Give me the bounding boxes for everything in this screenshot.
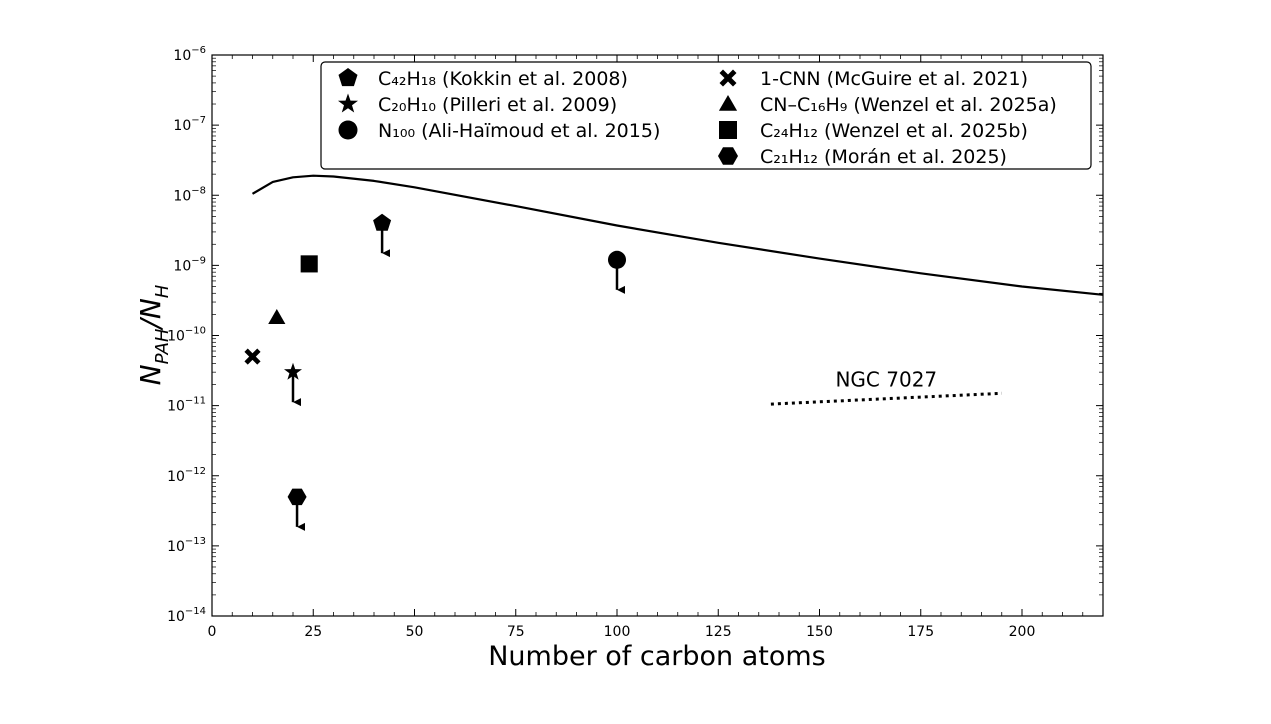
y-tick-label: 10−9: [173, 255, 206, 274]
ngc7027-curve: [770, 391, 1002, 406]
x-tick-label: 50: [406, 624, 424, 640]
legend-marker-star: [338, 93, 358, 113]
model-curve: [251, 174, 1104, 296]
data-points: [244, 213, 627, 531]
legend-label: CN–C₁₆H₉ (Wenzel et al. 2025a): [760, 94, 1057, 116]
legend-marker-pentagon: [338, 68, 358, 87]
legend-marker-square: [719, 121, 737, 139]
legend-label: C₂₄H₁₂ (Wenzel et al. 2025b): [760, 120, 1028, 142]
curves: NGC 7027: [251, 174, 1104, 406]
triangle-point: [268, 309, 286, 324]
x-tick-label: 125: [705, 624, 732, 640]
circle-point: [607, 250, 627, 269]
hexagon-point: [287, 488, 307, 506]
legend-label: C₂₁H₁₂ (Morán et al. 2025): [760, 146, 1007, 168]
x-axis: 0 25 50 75 100 125 150 175 200: [208, 55, 1084, 640]
y-tick-label: 10−8: [173, 185, 206, 204]
x-tick-label: 150: [806, 624, 833, 640]
x-tick-label: 200: [1009, 624, 1036, 640]
x-point: [244, 348, 261, 365]
x-tick-label: 0: [208, 624, 217, 640]
y-axis-label: NPAH/NH: [134, 284, 173, 385]
legend-label: N₁₀₀ (Ali-Haïmoud et al. 2015): [378, 120, 660, 142]
legend-label: C₂₀H₁₀ (Pilleri et al. 2009): [378, 94, 617, 116]
y-tick-label: 10−13: [167, 536, 206, 555]
x-tick-label: 175: [907, 624, 934, 640]
legend-marker-hexagon: [718, 147, 738, 165]
pentagon-point: [373, 213, 392, 231]
x-tick-label: 100: [604, 624, 631, 640]
x-tick-label: 75: [507, 624, 525, 640]
y-tick-label: 10−6: [173, 45, 206, 64]
square-point: [300, 255, 318, 273]
legend-label: 1-CNN (McGuire et al. 2021): [760, 68, 1028, 90]
legend-marker-triangle: [718, 95, 738, 111]
legend-frame: [320, 61, 1092, 170]
y-tick-label: 10−7: [173, 115, 206, 134]
legend-label: C₄₂H₁₈ (Kokkin et al. 2008): [378, 68, 628, 90]
star-point: [284, 362, 302, 380]
legend-marker-x: [719, 69, 737, 87]
legend: C₄₂H₁₈ (Kokkin et al. 2008) C₂₀H₁₀ (Pille…: [320, 61, 1092, 170]
legend-marker-circle: [338, 120, 358, 140]
y-tick-label: 10−14: [167, 606, 206, 625]
ngc7027-label: NGC 7027: [835, 368, 937, 392]
y-tick-label: 10−11: [167, 396, 206, 415]
x-axis-label: Number of carbon atoms: [488, 641, 826, 672]
x-tick-label: 25: [304, 624, 322, 640]
y-tick-label: 10−12: [167, 466, 206, 485]
